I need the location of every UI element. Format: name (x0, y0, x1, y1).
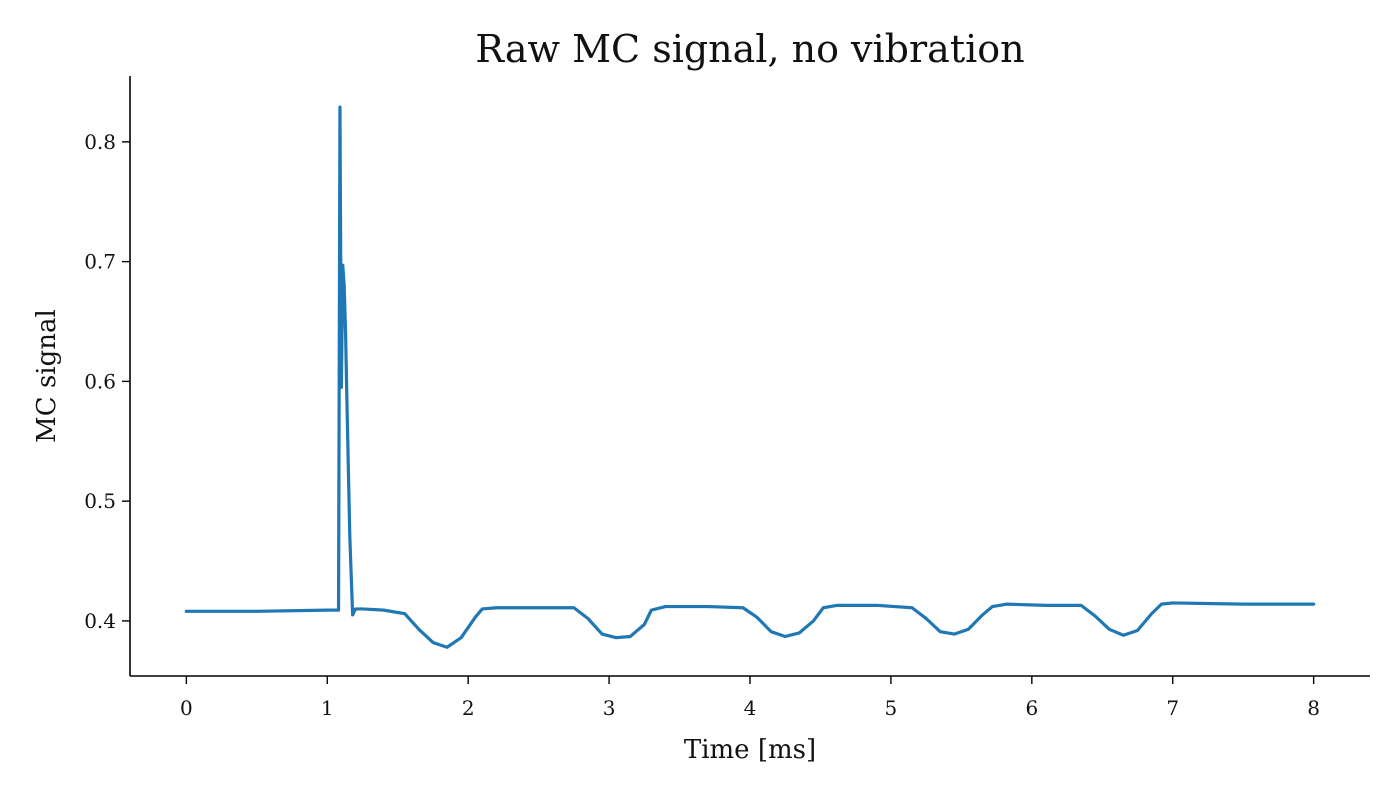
x-axis-title: Time [ms] (684, 735, 816, 765)
x-tick-label: 2 (462, 696, 475, 720)
x-tick-label: 0 (180, 696, 193, 720)
y-tick-label: 0.8 (84, 130, 116, 154)
series-group (184, 105, 1316, 649)
x-tick-label: 3 (603, 696, 616, 720)
y-tick-label: 0.6 (84, 369, 116, 393)
y-axis-title: MC signal (32, 309, 62, 443)
x-tick-label: 8 (1307, 696, 1320, 720)
y-axis-ticks: 0.4 0.5 0.6 0.7 0.8 (84, 130, 130, 633)
series-line-0 (184, 105, 1316, 649)
chart-title: Raw MC signal, no vibration (475, 27, 1024, 71)
y-tick-label: 0.5 (84, 489, 116, 513)
x-tick-label: 4 (744, 696, 757, 720)
y-tick-label: 0.7 (84, 250, 116, 274)
x-tick-label: 5 (885, 696, 898, 720)
y-tick-label: 0.4 (84, 609, 116, 633)
x-tick-label: 7 (1166, 696, 1179, 720)
x-axis-ticks: 0 1 2 3 4 5 6 7 8 (180, 676, 1320, 720)
x-tick-label: 1 (321, 696, 334, 720)
x-tick-label: 6 (1025, 696, 1038, 720)
